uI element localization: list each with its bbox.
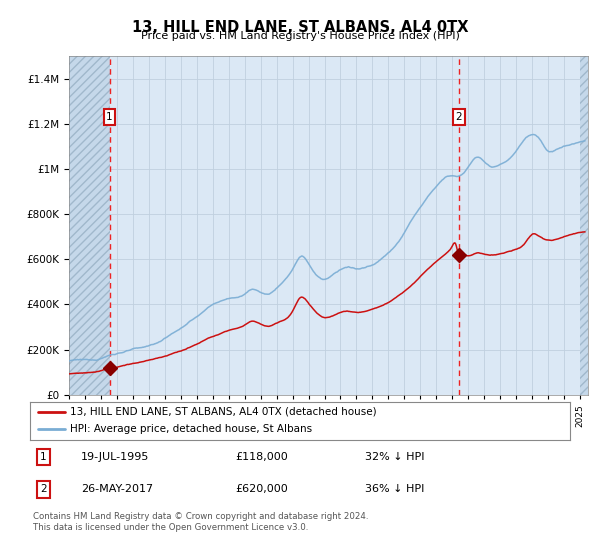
Text: Contains HM Land Registry data © Crown copyright and database right 2024.
This d: Contains HM Land Registry data © Crown c… — [33, 512, 368, 532]
Text: 1: 1 — [40, 452, 47, 462]
Text: £620,000: £620,000 — [235, 484, 288, 494]
Text: Price paid vs. HM Land Registry's House Price Index (HPI): Price paid vs. HM Land Registry's House … — [140, 31, 460, 41]
Text: 13, HILL END LANE, ST ALBANS, AL4 0TX: 13, HILL END LANE, ST ALBANS, AL4 0TX — [132, 20, 468, 35]
Text: 32% ↓ HPI: 32% ↓ HPI — [365, 452, 424, 462]
Text: £118,000: £118,000 — [235, 452, 288, 462]
Text: HPI: Average price, detached house, St Albans: HPI: Average price, detached house, St A… — [71, 424, 313, 435]
Text: 19-JUL-1995: 19-JUL-1995 — [82, 452, 149, 462]
Text: 2: 2 — [40, 484, 47, 494]
Bar — [580, 56, 588, 395]
Text: 26-MAY-2017: 26-MAY-2017 — [82, 484, 154, 494]
Text: 1: 1 — [106, 112, 113, 122]
Text: 2: 2 — [455, 112, 462, 122]
Bar — [69, 56, 110, 395]
Text: 36% ↓ HPI: 36% ↓ HPI — [365, 484, 424, 494]
Text: 13, HILL END LANE, ST ALBANS, AL4 0TX (detached house): 13, HILL END LANE, ST ALBANS, AL4 0TX (d… — [71, 407, 377, 417]
